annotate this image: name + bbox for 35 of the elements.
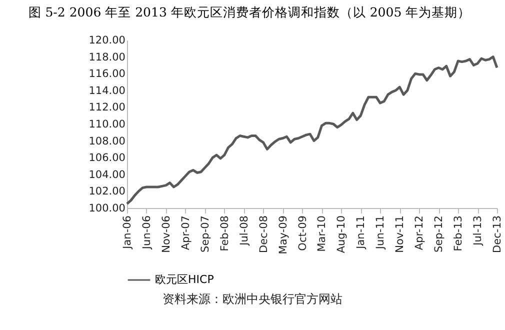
x-tick-label: Dec-08 (258, 216, 270, 253)
x-tick-label: Mar-10 (316, 216, 328, 252)
text: 资料来源：欧洲中央银行官方网站 (162, 291, 344, 308)
y-tick-label: 120.00 (88, 34, 126, 46)
chart-title: 图 5-2 2006 年至 2013 年欧元区消费者价格调和指数（以 2005 年为基期） (28, 4, 471, 20)
y-tick-label: 100.00 (88, 202, 126, 214)
y-tick-label: 118.00 (88, 51, 126, 64)
x-tick-label: Jan-06 (122, 215, 134, 250)
y-tick-label: 110.00 (88, 118, 126, 130)
x-tick-label: Oct-09 (296, 216, 309, 251)
x-tick-label: Feb-08 (218, 216, 231, 252)
legend-label: 欧元区HICP (155, 273, 214, 286)
x-tick-label: Jul-08 (238, 216, 250, 246)
y-tick-label: 108.00 (88, 135, 126, 148)
line-series (126, 56, 498, 206)
x-tick-label: Nov-11 (394, 216, 406, 253)
x-tick-label: Aug-10 (336, 216, 348, 254)
x-tick-label: Nov-06 (160, 215, 172, 253)
x-tick-label: Jun-11 (374, 216, 387, 250)
y-tick-label: 116.00 (88, 68, 126, 80)
x-tick-label: Jul-13 (472, 216, 484, 246)
x-tick-label: Jun-06 (140, 215, 153, 250)
y-tick-label: 102.00 (88, 186, 126, 198)
x-tick-label: Feb-13 (452, 216, 465, 252)
x-tick-label: May-09 (277, 216, 290, 254)
x-tick-label: Apr-07 (180, 216, 192, 250)
y-tick-label: 104.00 (88, 168, 126, 181)
x-tick-label: Jan-11 (355, 216, 368, 250)
x-tick-label: Dec-13 (492, 216, 504, 253)
x-tick-label: Apr-12 (414, 216, 426, 250)
y-tick-label: 106.00 (88, 152, 126, 164)
x-tick-label: Sep-07 (199, 216, 212, 252)
y-tick-label: 112.00 (88, 102, 126, 114)
y-tick-label: 114.00 (88, 84, 126, 97)
x-tick-label: Sep-12 (433, 216, 446, 252)
